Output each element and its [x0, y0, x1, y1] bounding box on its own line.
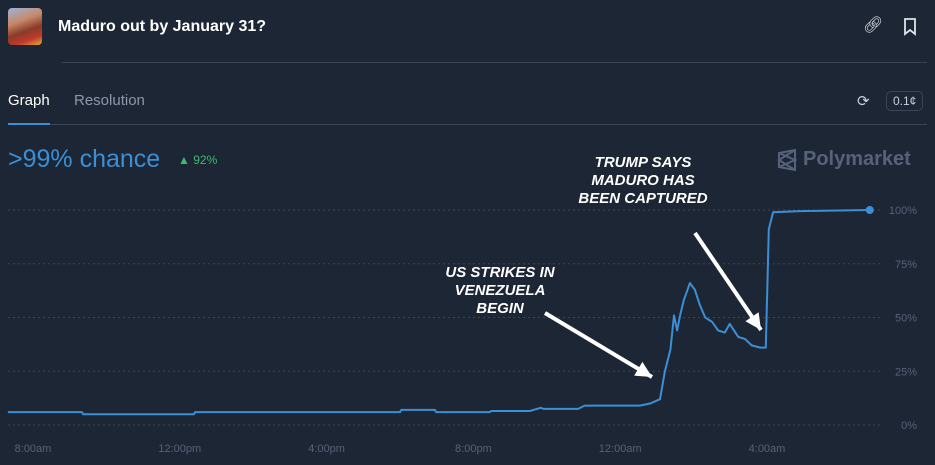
chance-change-value: 92% [193, 153, 218, 167]
x-tick-label: 4:00pm [308, 443, 345, 455]
annotation-line: MADURO HAS [591, 172, 695, 189]
bookmark-icon[interactable] [900, 16, 920, 36]
annotation-line: US STRIKES IN [445, 264, 555, 281]
last-point-marker [865, 206, 874, 214]
annotation-arrow [543, 311, 654, 379]
y-tick-label: 25% [895, 366, 917, 378]
refresh-icon[interactable]: ⟳ [857, 93, 870, 110]
link-icon[interactable]: 🔗︎ [863, 17, 884, 34]
y-tick-label: 50% [895, 313, 917, 325]
y-tick-label: 100% [889, 205, 917, 217]
annotation-strikes: US STRIKES IN VENEZUELA BEGIN [430, 264, 570, 318]
header-divider [62, 62, 927, 63]
annotation-arrow [693, 231, 763, 332]
market-avatar [8, 8, 42, 45]
annotation-line: VENEZUELA [454, 282, 546, 299]
market-title: Maduro out by January 31? [58, 18, 267, 35]
x-tick-label: 4:00am [749, 443, 786, 455]
x-tick-label: 12:00am [599, 443, 642, 455]
precision-button[interactable]: 0.1¢ [886, 91, 924, 111]
y-tick-label: 0% [901, 420, 917, 432]
polymarket-logo: Polymarket [777, 148, 911, 171]
annotation-line: TRUMP SAYS [594, 154, 692, 171]
tab-resolution[interactable]: Resolution [74, 92, 145, 109]
y-tick-label: 75% [895, 259, 917, 271]
active-tab-indicator [8, 123, 50, 125]
annotation-line: BEGIN [476, 300, 524, 317]
x-tick-label: 8:00pm [455, 443, 492, 455]
tab-graph[interactable]: Graph [8, 92, 50, 109]
brand-name: Polymarket [803, 148, 911, 170]
annotation-captured: TRUMP SAYS MADURO HAS BEEN CAPTURED [573, 154, 713, 208]
annotation-arrowhead [634, 361, 652, 377]
up-triangle-icon: ▲ [178, 153, 190, 167]
chance-value: >99% chance [8, 145, 161, 173]
tab-divider [8, 124, 927, 125]
price-line [7, 209, 870, 416]
x-tick-label: 12:00pm [158, 443, 201, 455]
annotation-line: BEEN CAPTURED [578, 190, 708, 207]
chance-change: ▲ 92% [178, 153, 217, 167]
annotation-arrowhead [745, 312, 761, 330]
x-tick-label: 8:00am [15, 443, 52, 455]
